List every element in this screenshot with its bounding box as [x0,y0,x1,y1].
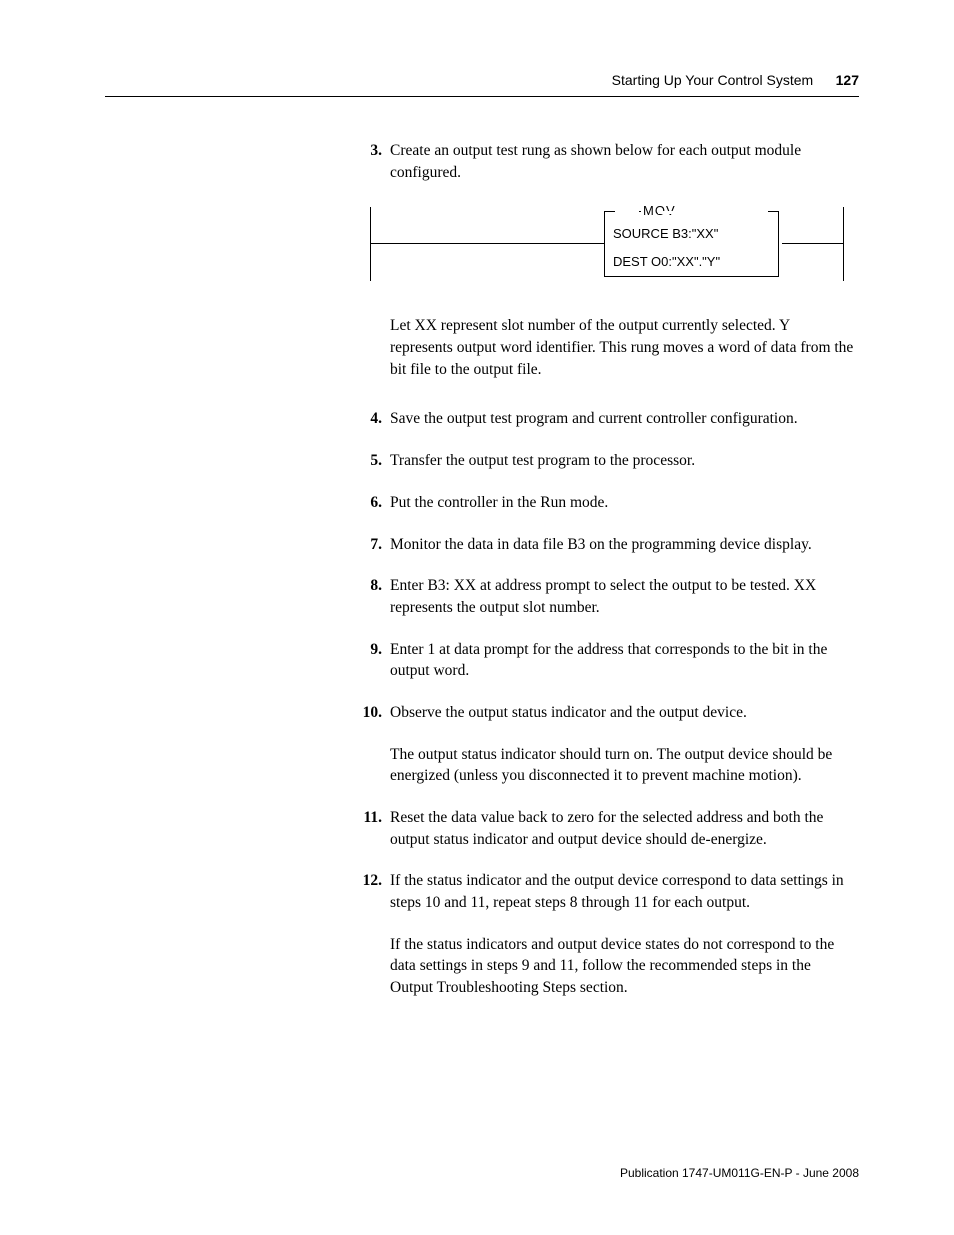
page-content: 3. Create an output test rung as shown b… [360,140,854,999]
diagram-explanation: Let XX represent slot number of the outp… [360,315,854,380]
step-5: 5. Transfer the output test program to t… [360,450,854,472]
page-header: Starting Up Your Control System 127 [105,72,859,97]
step-text: Save the output test program and current… [390,410,798,427]
step-4: 4. Save the output test program and curr… [360,408,854,430]
step-text: Enter B3: XX at address prompt to select… [390,577,816,616]
step-text: Create an output test rung as shown belo… [390,142,801,181]
step-10-paragraph: The output status indicator should turn … [360,744,854,787]
header-page-number: 127 [836,72,859,88]
step-text: Reset the data value back to zero for th… [390,809,823,848]
step-8: 8. Enter B3: XX at address prompt to sel… [360,575,854,618]
step-text: Observe the output status indicator and … [390,704,747,721]
step-number: 10. [352,702,382,724]
step-number: 9. [360,639,382,661]
mov-title: MOV [641,203,678,218]
step-3: 3. Create an output test rung as shown b… [360,140,854,183]
header-title: Starting Up Your Control System [612,72,814,88]
step-number: 6. [360,492,382,514]
left-rail [370,207,371,281]
rung-line [370,243,604,244]
step-number: 8. [360,575,382,597]
step-number: 4. [360,408,382,430]
step-10: 10. Observe the output status indicator … [360,702,854,724]
page-footer: Publication 1747-UM011G-EN-P - June 2008 [620,1166,859,1180]
step-number: 11. [352,807,382,829]
step-6: 6. Put the controller in the Run mode. [360,492,854,514]
step-number: 12. [352,870,382,892]
mov-source: SOURCE B3:"XX" [613,226,718,241]
step-text: Put the controller in the Run mode. [390,494,608,511]
step-12: 12. If the status indicator and the outp… [360,870,854,913]
step-12-paragraph: If the status indicators and output devi… [360,934,854,999]
step-11: 11. Reset the data value back to zero fo… [360,807,854,850]
step-text: Transfer the output test program to the … [390,452,695,469]
ladder-diagram: MOV SOURCE B3:"XX" DEST O0:"XX"."Y" [360,205,854,283]
step-number: 3. [360,140,382,162]
mov-dest: DEST O0:"XX"."Y" [613,254,720,269]
right-rail [843,207,844,281]
step-number: 5. [360,450,382,472]
step-text: Enter 1 at data prompt for the address t… [390,641,827,680]
step-9: 9. Enter 1 at data prompt for the addres… [360,639,854,682]
step-7: 7. Monitor the data in data file B3 on t… [360,534,854,556]
mov-instruction-box: MOV SOURCE B3:"XX" DEST O0:"XX"."Y" [604,211,779,277]
step-number: 7. [360,534,382,556]
step-text: Monitor the data in data file B3 on the … [390,536,812,553]
rung-line [782,243,844,244]
step-text: If the status indicator and the output d… [390,872,844,911]
